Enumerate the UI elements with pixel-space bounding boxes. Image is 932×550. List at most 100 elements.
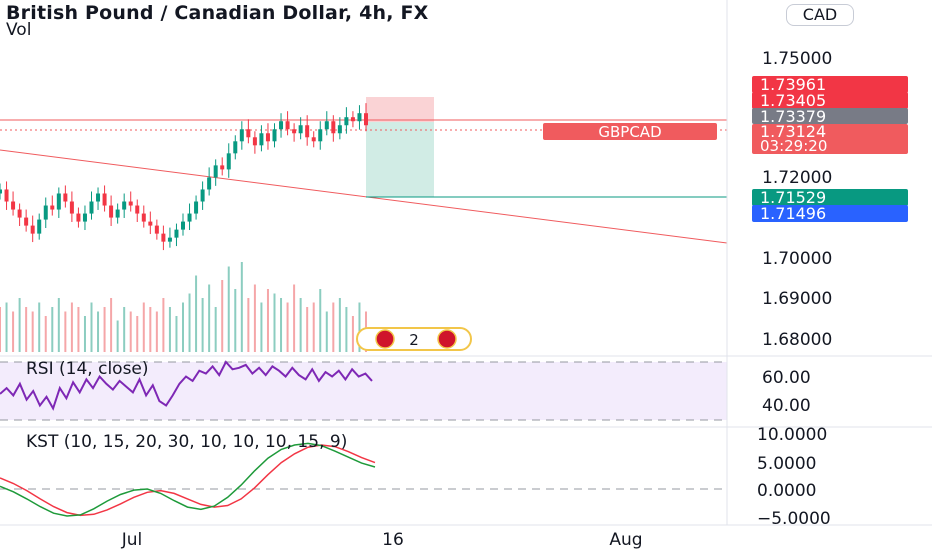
volume-bar: [214, 307, 217, 352]
kst-tick: 5.0000: [757, 454, 816, 474]
volume-bar: [149, 307, 152, 352]
volume-bar: [70, 302, 73, 352]
candle-body: [135, 205, 140, 214]
price-badge: [752, 124, 908, 154]
candle-body: [11, 201, 16, 210]
rsi-band-fill: [0, 362, 727, 420]
volume-bar: [110, 298, 113, 352]
volume-bar: [306, 307, 309, 352]
kst-label[interactable]: KST (10, 15, 20, 30, 10, 10, 10, 15, 9): [26, 432, 348, 452]
events-count: 2: [409, 331, 419, 349]
candle-body: [298, 125, 303, 134]
volume-bar: [142, 302, 145, 352]
candle-body: [148, 221, 153, 226]
candle-body: [350, 117, 355, 122]
volume-bar: [338, 298, 341, 352]
symbol-label: GBPCAD: [598, 123, 661, 141]
candle-body: [200, 189, 205, 202]
volume-bar: [195, 275, 198, 352]
volume-bar: [44, 316, 47, 352]
volume-bar: [319, 289, 322, 352]
candle-body: [252, 137, 257, 146]
volume-bar: [312, 302, 315, 352]
economic-events-marker[interactable]: 2: [356, 327, 472, 351]
volume-bar: [103, 307, 106, 352]
volume-bar: [5, 302, 8, 352]
candle-body: [161, 233, 166, 242]
price-badge-text: 1.71496: [760, 204, 826, 223]
candle-body: [43, 205, 48, 220]
price-tick: 1.72000: [762, 168, 832, 188]
volume-bar: [299, 298, 302, 352]
kst-signal-line: [0, 444, 376, 517]
candle-body: [82, 213, 87, 222]
volume-bar: [208, 284, 211, 352]
volume-bar: [227, 266, 230, 352]
candle-body: [167, 237, 172, 242]
rsi-label[interactable]: RSI (14, close): [26, 359, 149, 379]
candle-body: [128, 201, 133, 206]
diagonal-trendline[interactable]: [0, 149, 728, 244]
candle-body: [17, 209, 22, 218]
time-tick: Aug: [609, 530, 642, 550]
candle-body: [56, 193, 61, 210]
candle-body: [96, 193, 101, 202]
volume-bar: [0, 307, 1, 352]
volume-bar: [175, 316, 178, 352]
candle-body: [50, 205, 55, 210]
candle-body: [239, 129, 244, 142]
kst-tick: −5.0000: [757, 509, 831, 529]
candle-body: [109, 205, 114, 218]
volume-bar: [182, 302, 184, 352]
volume-bar: [286, 302, 289, 352]
candle-body: [337, 125, 342, 134]
volume-bar: [253, 284, 256, 352]
volume-bar: [51, 307, 54, 352]
candle-body: [4, 189, 9, 202]
candle-body: [37, 219, 42, 234]
volume-bar: [358, 302, 361, 352]
candle-body: [220, 165, 225, 170]
candle-body: [259, 133, 264, 146]
candle-body: [318, 129, 323, 142]
candle-body: [272, 129, 277, 142]
volume-bar: [129, 311, 132, 352]
volume-label[interactable]: Vol: [6, 20, 32, 40]
kst-line: [0, 442, 376, 517]
candle-body: [305, 125, 310, 138]
volume-bar: [155, 311, 158, 352]
volume-bar: [221, 280, 224, 352]
candle-body: [122, 201, 127, 210]
candle-body: [187, 213, 192, 222]
price-tick: 1.75000: [762, 49, 832, 69]
volume-bar: [293, 284, 296, 352]
volume-bar: [97, 311, 100, 352]
candle-body: [154, 225, 159, 234]
volume-bar: [57, 298, 60, 352]
currency-button[interactable]: CAD: [786, 4, 854, 26]
volume-bar: [247, 298, 250, 352]
volume-bar: [18, 298, 21, 352]
candle-body: [364, 113, 368, 126]
price-badge-text: 1.71529: [760, 188, 826, 207]
volume-bar: [325, 311, 328, 352]
kst-tick: 10.0000: [757, 425, 827, 445]
take-profit-zone[interactable]: [366, 122, 434, 197]
price-badge: [752, 108, 908, 124]
stop-loss-zone[interactable]: [366, 97, 434, 122]
candle-body: [357, 113, 362, 122]
candle-body: [89, 201, 94, 214]
volume-bar: [260, 302, 263, 352]
volume-bar: [162, 298, 165, 352]
rsi-tick: 40.00: [762, 396, 811, 416]
time-tick: Jul: [121, 530, 143, 550]
chart-title[interactable]: British Pound / Canadian Dollar, 4h, FX: [6, 2, 429, 24]
rsi-line: [0, 360, 373, 411]
uk-flag-icon: [437, 329, 457, 349]
rsi-tick: 60.00: [762, 368, 811, 388]
volume-bar: [12, 311, 15, 352]
candle-body: [213, 165, 218, 178]
volume-bar: [273, 293, 276, 352]
price-tick: 1.69000: [762, 289, 832, 309]
candle-body: [174, 229, 179, 238]
